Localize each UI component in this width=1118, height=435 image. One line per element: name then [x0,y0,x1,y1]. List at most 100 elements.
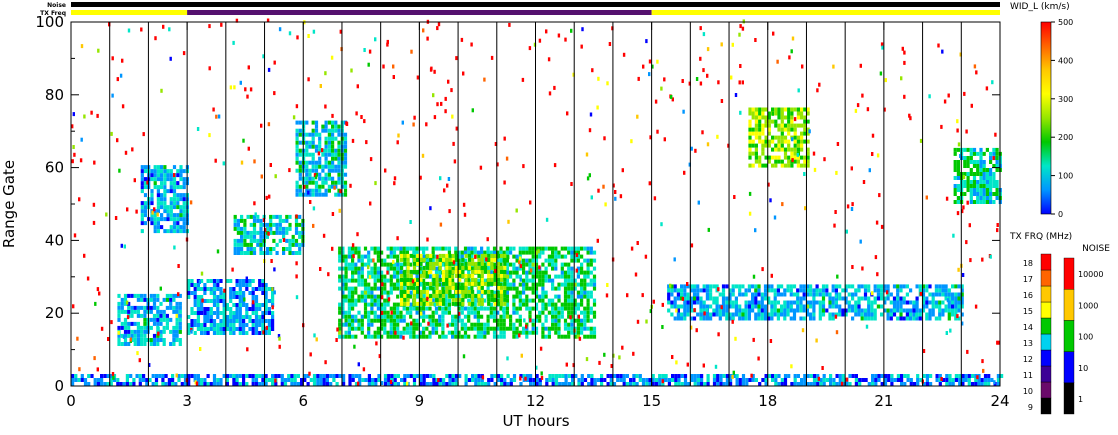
noise-point [413,115,416,120]
echo-cell [783,151,788,156]
echo-cell [989,196,993,200]
echo-cell [159,321,163,326]
echo-cell [229,331,233,335]
echo-cell [291,234,295,239]
noise-point [295,274,298,279]
echo-cell [172,305,176,310]
echo-cell [127,329,131,334]
echo-cell [403,374,407,378]
echo-cell [551,382,555,386]
echo-cell [847,300,851,305]
noise-point [956,314,959,319]
echo-cell [187,295,191,299]
echo-cell [441,306,445,311]
echo-cell [486,250,490,255]
echo-cell [941,288,945,293]
echo-cell [251,323,255,327]
echo-cell [470,310,474,315]
echo-cell [150,173,154,178]
echo-cell [311,160,315,165]
echo-cell [525,274,529,279]
echo-cell [380,334,384,339]
echo-cell [496,281,500,286]
echo-cell [803,139,807,144]
echo-cell [783,304,787,309]
echo-cell [718,316,722,321]
echo-cell [496,293,500,298]
echo-cell [136,309,140,314]
echo-cell [557,314,561,319]
echo-cell [741,308,745,313]
echo-cell [376,334,380,339]
echo-cell [451,274,455,279]
echo-cell [153,217,157,222]
noise-point [738,32,741,37]
echo-cell [447,270,451,275]
noise-point [572,363,575,368]
echo-cell [258,331,262,335]
echo-cell [271,295,275,299]
echo-cell [854,288,858,293]
echo-cell [534,306,539,311]
echo-cell [344,258,348,263]
echo-cell [259,222,263,227]
echo-cell [473,334,477,339]
echo-cell [422,297,426,302]
echo-cell [403,378,407,382]
echo-cell [493,253,497,258]
echo-cell [873,308,877,313]
echo-cell [982,172,986,176]
echo-cell [176,185,180,190]
echo-cell [409,326,413,331]
echo-cell [269,226,273,231]
echo-cell [280,378,284,382]
noise-point [818,82,821,87]
noise-point [919,291,922,296]
echo-cell [165,321,169,326]
noise-point [945,196,949,201]
echo-cell [162,325,166,330]
echo-cell [172,221,177,226]
echo-cell [883,284,887,289]
echo-cell [347,294,351,299]
echo-cell [238,299,242,303]
echo-cell [683,316,687,321]
echo-cell [150,197,154,202]
echo-cell [254,299,259,303]
echo-cell [554,318,558,323]
echo-cell [632,382,636,386]
echo-cell [402,326,406,331]
echo-cell [570,246,574,251]
echo-cell [496,378,500,382]
echo-cell [500,289,504,294]
echo-cell [298,120,302,125]
echo-cell [525,302,529,307]
noise-point [251,300,255,305]
echo-cell [715,304,719,309]
echo-cell [233,214,237,219]
echo-cell [245,331,249,335]
noise-point [96,113,99,118]
echo-cell [745,382,749,386]
noise-point [985,86,989,91]
noise-point [515,208,518,213]
echo-cell [206,382,210,386]
echo-cell [409,294,413,299]
echo-cell [580,326,584,331]
echo-cell [196,279,200,283]
echo-cell [718,308,722,313]
echo-cell [425,281,429,286]
echo-cell [929,382,933,386]
noise-point [614,196,617,201]
echo-cell [972,176,977,180]
echo-cell [152,301,157,306]
echo-cell [402,286,406,291]
echo-cell [238,311,242,315]
echo-cell [416,301,420,306]
echo-cell [236,238,240,243]
noise-point [808,129,811,134]
echo-cell [592,302,597,307]
echo-cell [370,294,374,299]
echo-cell [337,168,341,173]
noise-point [598,360,601,365]
